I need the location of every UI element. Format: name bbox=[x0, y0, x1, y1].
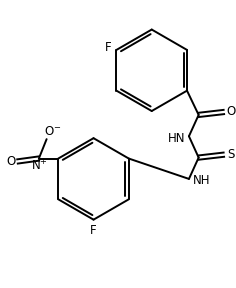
Text: NH: NH bbox=[193, 174, 210, 187]
Text: O$^{-}$: O$^{-}$ bbox=[44, 125, 61, 138]
Text: HN: HN bbox=[168, 132, 185, 145]
Text: S: S bbox=[227, 148, 234, 161]
Text: F: F bbox=[104, 41, 111, 54]
Text: N$^{+}$: N$^{+}$ bbox=[31, 159, 48, 174]
Text: F: F bbox=[90, 224, 97, 237]
Text: O: O bbox=[6, 155, 15, 168]
Text: O: O bbox=[226, 105, 235, 118]
